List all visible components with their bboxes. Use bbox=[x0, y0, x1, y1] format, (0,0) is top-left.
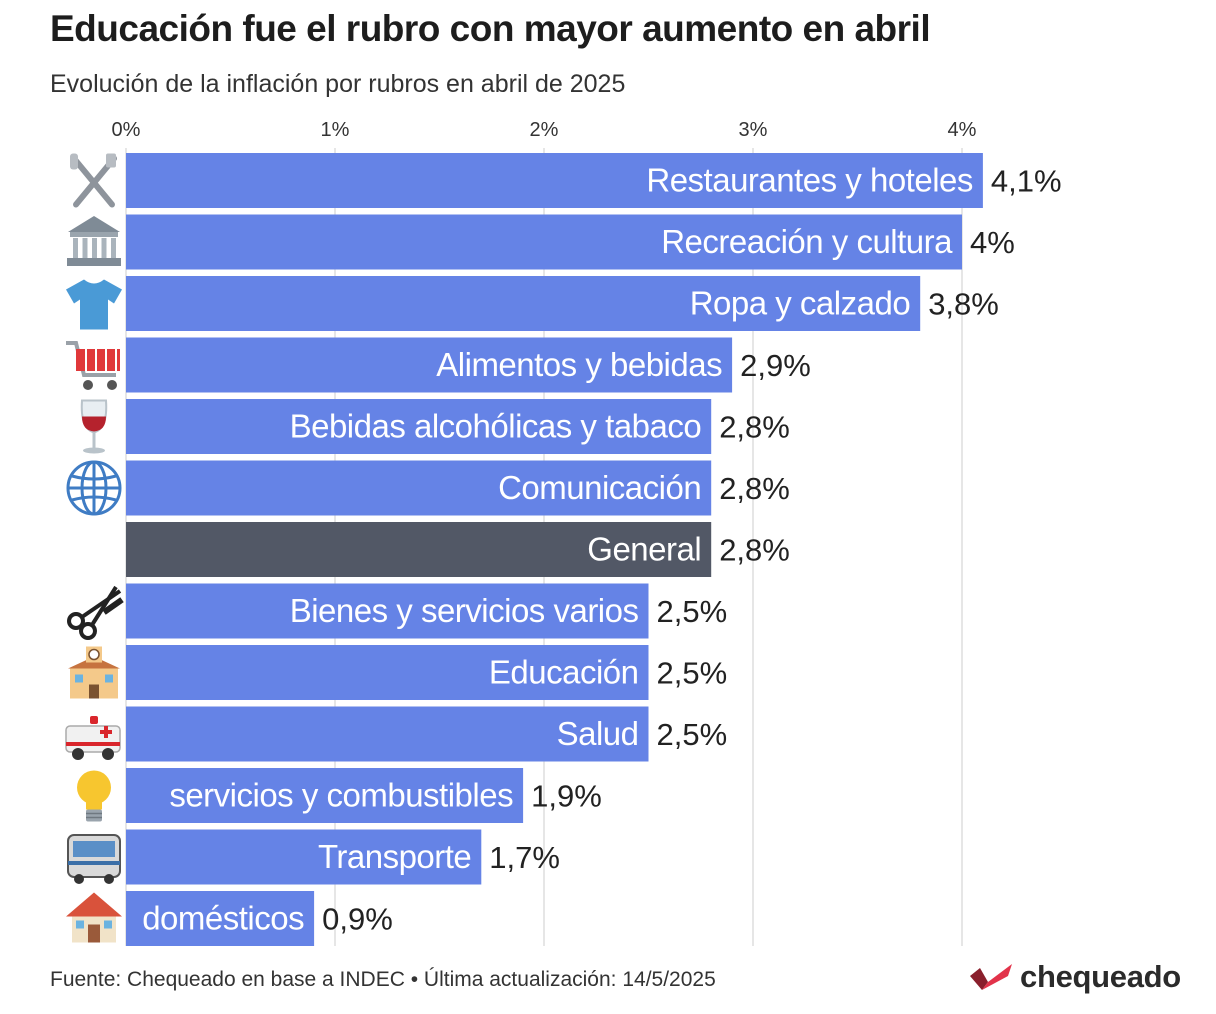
bar[interactable] bbox=[126, 460, 712, 516]
bar[interactable] bbox=[126, 214, 962, 270]
chart-subtitle: Evolución de la inflación por rubros en … bbox=[50, 70, 626, 98]
bar-value-label: 4,1% bbox=[991, 164, 1062, 199]
bar-value-label: 3,8% bbox=[928, 287, 999, 322]
x-tick-label: 2% bbox=[530, 119, 559, 141]
house-icon bbox=[66, 892, 122, 943]
source-footer: Fuente: Chequeado en base a INDEC • Últi… bbox=[50, 968, 716, 991]
bar-value-label: 2,8% bbox=[719, 471, 790, 506]
bar-category-label: Transporte bbox=[318, 838, 471, 875]
chequeado-logo[interactable]: chequeado bbox=[968, 955, 1181, 999]
chequeado-check-icon bbox=[970, 964, 1012, 990]
x-tick-label: 3% bbox=[739, 119, 768, 141]
bar-category-label: Alimentos y bebidas bbox=[436, 346, 722, 383]
bar-category-label: General bbox=[587, 531, 701, 568]
bar[interactable] bbox=[126, 522, 712, 577]
bar[interactable] bbox=[126, 706, 649, 762]
bar-category-label: Bienes y servicios varios bbox=[290, 592, 639, 629]
scissors-comb-icon bbox=[67, 585, 124, 640]
x-tick-label: 0% bbox=[112, 119, 141, 141]
bar[interactable] bbox=[126, 891, 315, 946]
bar[interactable] bbox=[126, 583, 649, 639]
bar[interactable] bbox=[126, 829, 482, 885]
x-tick-label: 1% bbox=[321, 119, 350, 141]
shopping-cart-icon bbox=[66, 341, 120, 390]
bar[interactable] bbox=[126, 399, 712, 454]
bar[interactable] bbox=[126, 768, 524, 823]
light-bulb-icon bbox=[77, 770, 111, 822]
bar-value-label: 4% bbox=[970, 225, 1015, 260]
bar-category-label: Recreación y cultura bbox=[661, 223, 953, 260]
bar-value-label: 2,5% bbox=[657, 594, 728, 629]
globe-icon bbox=[66, 460, 122, 516]
bar-category-label: domésticos bbox=[142, 900, 304, 937]
school-icon bbox=[68, 646, 120, 699]
bar[interactable] bbox=[126, 645, 649, 700]
bar[interactable] bbox=[126, 153, 983, 208]
bar-category-label: Educación bbox=[489, 654, 639, 691]
bar-value-label: 1,9% bbox=[531, 779, 602, 814]
bar-value-label: 2,5% bbox=[657, 656, 728, 691]
bar-category-label: Restaurantes y hoteles bbox=[646, 162, 973, 199]
bar-value-label: 2,8% bbox=[719, 533, 790, 568]
bar[interactable] bbox=[126, 276, 921, 331]
bus-icon bbox=[67, 834, 121, 884]
bar-category-label: Ropa y calzado bbox=[690, 285, 910, 322]
t-shirt-icon bbox=[66, 279, 122, 330]
fork-and-knife-icon bbox=[70, 153, 117, 208]
bar-category-label: Salud bbox=[557, 715, 639, 752]
bar-category-label: Bebidas alcohólicas y tabaco bbox=[290, 408, 702, 445]
bar-category-label: servicios y combustibles bbox=[169, 777, 513, 814]
bar-category-label: Comunicación bbox=[498, 469, 701, 506]
logo-text: chequeado bbox=[1020, 959, 1181, 994]
bar-value-label: 2,8% bbox=[719, 410, 790, 445]
bar[interactable] bbox=[126, 337, 733, 393]
bar-value-label: 2,5% bbox=[657, 717, 728, 752]
bar-value-label: 2,9% bbox=[740, 348, 811, 383]
bar-value-label: 1,7% bbox=[489, 840, 560, 875]
bank-building-icon bbox=[67, 216, 121, 266]
chart-title: Educación fue el rubro con mayor aumento… bbox=[50, 8, 931, 49]
ambulance-icon bbox=[65, 716, 121, 760]
x-tick-label: 4% bbox=[948, 119, 977, 141]
wine-glass-icon bbox=[80, 399, 108, 454]
bar-value-label: 0,9% bbox=[322, 902, 393, 937]
